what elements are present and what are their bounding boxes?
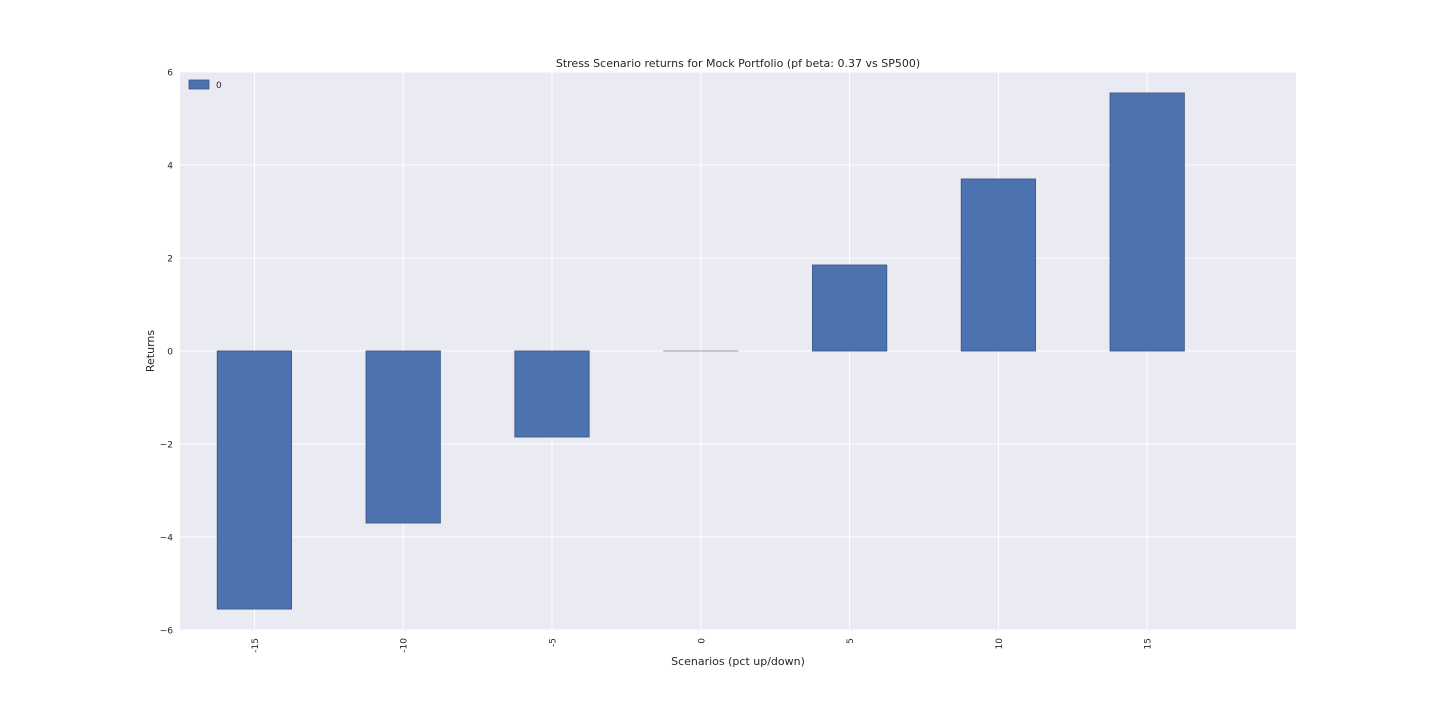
bar-15 xyxy=(1109,92,1185,352)
x-tick-label: 5 xyxy=(846,638,856,644)
x-tick-label: 15 xyxy=(1144,638,1154,649)
y-tick-labels: 6 4 2 0 −2 −4 −6 xyxy=(160,69,174,637)
x-tick-label: -5 xyxy=(549,638,559,647)
y-tick-label: −2 xyxy=(160,441,173,451)
y-tick-label: 2 xyxy=(167,255,173,265)
legend-swatch xyxy=(188,79,210,90)
legend: 0 xyxy=(188,79,222,91)
y-tick-label: 0 xyxy=(167,348,173,358)
x-axis-label: Scenarios (pct up/down) xyxy=(671,655,805,668)
y-axis-label: Returns xyxy=(144,330,157,373)
x-tick-label: 10 xyxy=(995,638,1005,650)
y-tick-label: −4 xyxy=(160,534,174,544)
bar--15 xyxy=(216,350,292,610)
legend-label: 0 xyxy=(216,81,222,91)
x-tick-labels: -15 -10 -5 0 5 10 15 xyxy=(251,638,1154,653)
bar-5 xyxy=(812,264,888,352)
y-tick-label: 4 xyxy=(167,162,173,172)
chart-title: Stress Scenario returns for Mock Portfol… xyxy=(556,57,920,70)
bar-10 xyxy=(960,178,1037,352)
x-tick-label: -15 xyxy=(251,638,261,653)
bar--5 xyxy=(514,350,590,438)
x-tick-label: -10 xyxy=(400,638,410,653)
bars xyxy=(216,92,1185,610)
y-tick-label: −6 xyxy=(160,627,174,637)
y-tick-label: 6 xyxy=(167,69,173,79)
bar--10 xyxy=(365,350,441,524)
x-tick-label: 0 xyxy=(697,638,707,644)
bar-0 xyxy=(663,350,739,352)
